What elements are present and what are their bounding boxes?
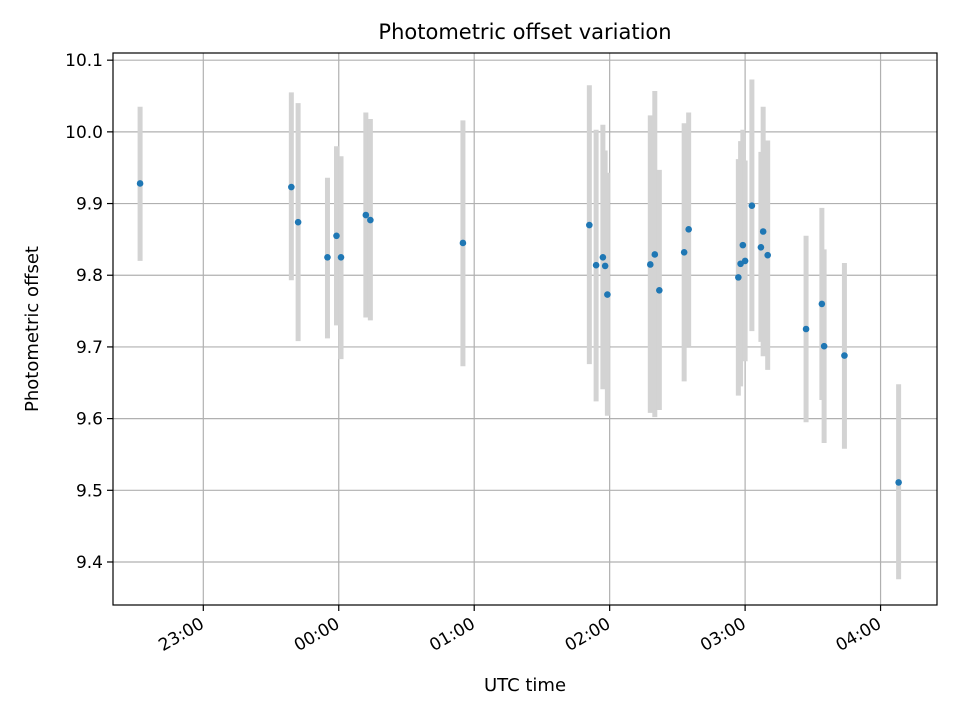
x-tick-label: 04:00 [833, 614, 885, 656]
data-point [459, 239, 467, 247]
grid [113, 53, 937, 605]
plot-frame [112, 52, 938, 606]
data-point [735, 274, 742, 281]
data-point [599, 254, 607, 261]
data-point [818, 300, 826, 308]
data-point [759, 228, 767, 235]
x-tick-label: 00:00 [291, 614, 343, 656]
data-point [895, 479, 902, 486]
x-tick-label: 01:00 [426, 614, 478, 656]
data-point [592, 261, 600, 269]
chart-title: Photometric offset variation [378, 20, 671, 44]
data-point [586, 221, 593, 229]
y-tick-label: 9.4 [76, 553, 103, 573]
data-point [748, 202, 756, 209]
y-axis-label: Photometric offset [22, 246, 43, 412]
y-axis-ticks: 9.4 9.5 9.6 9.7 9.8 9.9 10.0 10.1 [65, 51, 113, 573]
y-tick-label: 9.9 [76, 195, 103, 215]
data-point [337, 254, 345, 261]
data-points [136, 180, 902, 486]
data-point [820, 342, 828, 350]
data-point [685, 226, 692, 233]
data-point [367, 216, 374, 224]
data-point [646, 261, 654, 268]
y-tick-label: 9.6 [76, 410, 103, 430]
y-tick-label: 9.7 [76, 338, 103, 358]
data-point [651, 251, 659, 258]
data-point [362, 211, 370, 219]
y-tick-label: 10.1 [65, 51, 103, 71]
data-point [680, 248, 688, 256]
data-point [741, 257, 749, 265]
x-tick-label: 23:00 [155, 614, 207, 656]
data-point [294, 218, 302, 226]
x-axis-label: UTC time [484, 675, 566, 696]
data-point [324, 254, 331, 261]
x-tick-label: 03:00 [697, 614, 749, 656]
y-tick-label: 9.8 [76, 266, 103, 286]
data-point [288, 183, 295, 191]
data-point [136, 180, 144, 187]
y-tick-label: 9.5 [76, 481, 103, 501]
y-tick-label: 10.0 [65, 123, 103, 143]
data-point [604, 291, 611, 298]
data-point [764, 251, 771, 259]
data-point [757, 243, 765, 251]
error-bars [137, 79, 902, 580]
data-point [601, 262, 609, 270]
data-point [739, 241, 747, 249]
data-point [333, 232, 340, 240]
data-point [656, 286, 663, 294]
data-point [802, 325, 810, 333]
data-point [841, 352, 848, 359]
x-tick-label: 02:00 [562, 614, 614, 656]
x-axis-ticks: 23:00 00:00 01:00 02:00 03:00 04:00 [155, 605, 885, 656]
